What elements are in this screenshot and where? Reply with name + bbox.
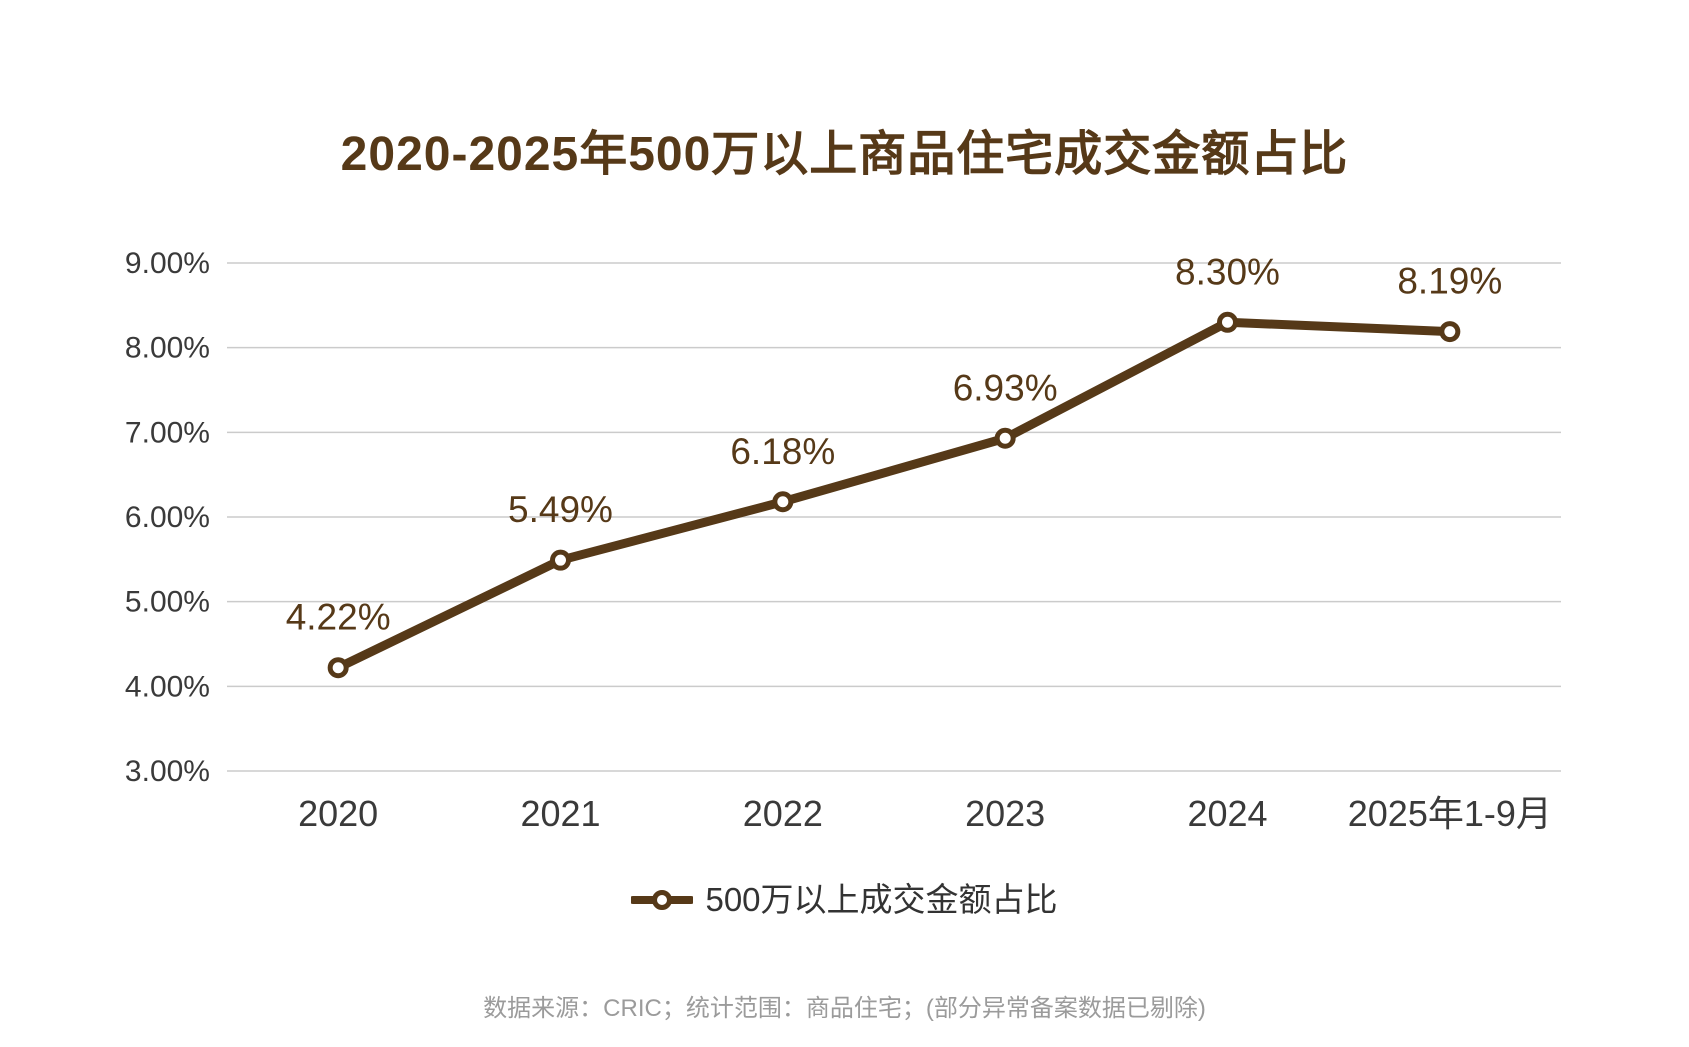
y-axis-tick-label: 4.00% (125, 670, 210, 703)
data-point-label: 5.49% (508, 489, 613, 530)
legend: 500万以上成交金额占比 (0, 876, 1689, 924)
data-point-label: 8.19% (1397, 261, 1502, 302)
legend-line-marker-icon (631, 890, 694, 910)
y-axis-tick-label: 5.00% (125, 586, 210, 619)
data-point-label: 6.93% (953, 367, 1058, 408)
x-axis-tick-label: 2024 (1187, 793, 1267, 834)
y-axis-tick-label: 3.00% (125, 755, 210, 788)
legend-label: 500万以上成交金额占比 (705, 881, 1058, 918)
x-axis-tick-label: 2020 (298, 793, 378, 834)
data-point-marker (550, 549, 571, 571)
x-axis-tick-label: 2023 (965, 793, 1045, 834)
data-point-marker (772, 491, 794, 513)
y-axis-tick-label: 8.00% (125, 332, 210, 365)
data-point-marker (1217, 311, 1238, 333)
data-point-marker (327, 657, 349, 679)
x-axis-tick-label: 2022 (743, 793, 823, 834)
y-axis-tick-label: 6.00% (125, 501, 210, 534)
y-axis-tick-label: 9.00% (125, 247, 210, 280)
chart-title: 2020-2025年500万以上商品住宅成交金额占比 (340, 128, 1349, 181)
data-point-label: 4.22% (286, 597, 391, 638)
data-point-marker (994, 427, 1016, 449)
y-axis-tick-label: 7.00% (125, 416, 210, 449)
data-point-label: 6.18% (730, 431, 835, 472)
series-line (333, 317, 1455, 673)
data-point-label: 8.30% (1175, 251, 1280, 292)
data-point-marker (1439, 321, 1461, 343)
data-source-note: 数据来源：CRIC；统计范围：商品住宅；(部分异常备案数据已剔除) (483, 995, 1206, 1022)
x-axis-tick-label: 2021 (520, 793, 600, 834)
x-axis-tick-label: 2025年1-9月 (1348, 793, 1552, 834)
